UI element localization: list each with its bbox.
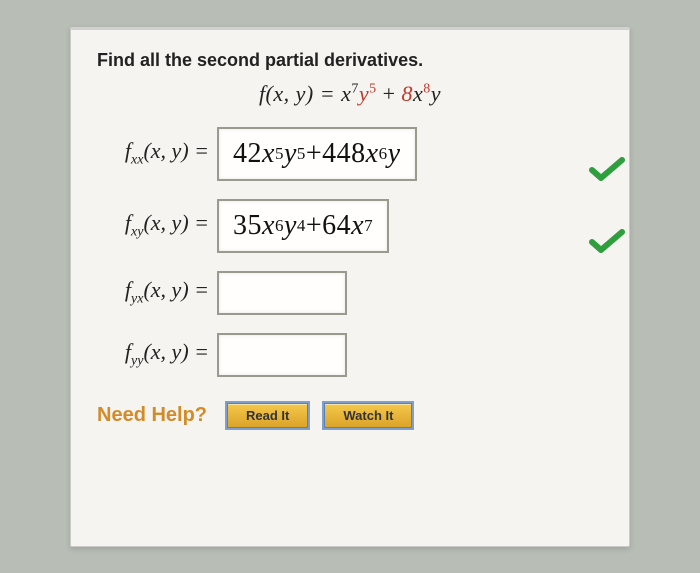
ans-plus: + bbox=[306, 210, 322, 242]
ans-exp: 7 bbox=[364, 216, 373, 236]
ans-exp: 5 bbox=[297, 144, 306, 164]
lhs-fxy: fxy(x, y) = bbox=[97, 210, 217, 240]
func-plus: + bbox=[377, 81, 402, 106]
ans-coef: 448 bbox=[322, 138, 366, 170]
ans-var: x bbox=[262, 138, 275, 170]
answer-fyy[interactable] bbox=[217, 333, 347, 377]
check-icon bbox=[589, 228, 625, 261]
row-fxx: fxx(x, y) = 42x5y5 + 448x6y bbox=[97, 127, 603, 181]
func-t2-coef: 8 bbox=[402, 81, 414, 106]
answer-fyx[interactable] bbox=[217, 271, 347, 315]
function-display: f(x, y) = x7y5 + 8x8y bbox=[97, 81, 603, 107]
question-prompt: Find all the second partial derivatives. bbox=[97, 50, 603, 71]
answer-fxx[interactable]: 42x5y5 + 448x6y bbox=[217, 127, 417, 181]
func-t1-base: x bbox=[341, 81, 351, 106]
ans-exp: 6 bbox=[379, 144, 388, 164]
ans-plus: + bbox=[306, 138, 322, 170]
lhs-fxx: fxx(x, y) = bbox=[97, 138, 217, 168]
ans-var: x bbox=[366, 138, 379, 170]
help-row: Need Help? Read It Watch It bbox=[97, 403, 603, 428]
ans-exp: 4 bbox=[297, 216, 306, 236]
func-t2-exp: 8 bbox=[423, 81, 431, 96]
func-lhs: f(x, y) = bbox=[259, 81, 341, 106]
check-icon bbox=[589, 156, 625, 189]
ans-var: y bbox=[388, 138, 401, 170]
question-card: Find all the second partial derivatives.… bbox=[70, 27, 630, 547]
ans-var: y bbox=[284, 210, 297, 242]
ans-var: y bbox=[284, 138, 297, 170]
read-it-button[interactable]: Read It bbox=[227, 403, 308, 428]
ans-exp: 6 bbox=[275, 216, 284, 236]
lhs-args: (x, y) = bbox=[143, 277, 209, 302]
func-t1b-exp: 5 bbox=[369, 81, 377, 96]
row-fyy: fyy(x, y) = bbox=[97, 333, 603, 377]
lhs-args: (x, y) = bbox=[143, 339, 209, 364]
func-t1-exp: 7 bbox=[351, 81, 359, 96]
lhs-sub: yy bbox=[131, 354, 143, 369]
watch-it-button[interactable]: Watch It bbox=[324, 403, 412, 428]
lhs-fyy: fyy(x, y) = bbox=[97, 339, 217, 369]
ans-coef: 42 bbox=[233, 138, 262, 170]
row-fxy: fxy(x, y) = 35x6y4 + 64x7 bbox=[97, 199, 603, 253]
lhs-args: (x, y) = bbox=[143, 138, 209, 163]
help-label: Need Help? bbox=[97, 404, 207, 427]
ans-coef: 35 bbox=[233, 210, 262, 242]
lhs-sub: xy bbox=[131, 225, 143, 240]
func-t2b-base: y bbox=[431, 81, 441, 106]
func-t1b-base: y bbox=[359, 81, 369, 106]
ans-coef: 64 bbox=[322, 210, 351, 242]
lhs-sub: yx bbox=[131, 292, 143, 307]
answer-fxy[interactable]: 35x6y4 + 64x7 bbox=[217, 199, 389, 253]
row-fyx: fyx(x, y) = bbox=[97, 271, 603, 315]
ans-var: x bbox=[262, 210, 275, 242]
lhs-sub: xx bbox=[131, 153, 143, 168]
ans-var: x bbox=[351, 210, 364, 242]
func-t2-base: x bbox=[413, 81, 423, 106]
lhs-args: (x, y) = bbox=[143, 210, 209, 235]
lhs-fyx: fyx(x, y) = bbox=[97, 277, 217, 307]
ans-exp: 5 bbox=[275, 144, 284, 164]
